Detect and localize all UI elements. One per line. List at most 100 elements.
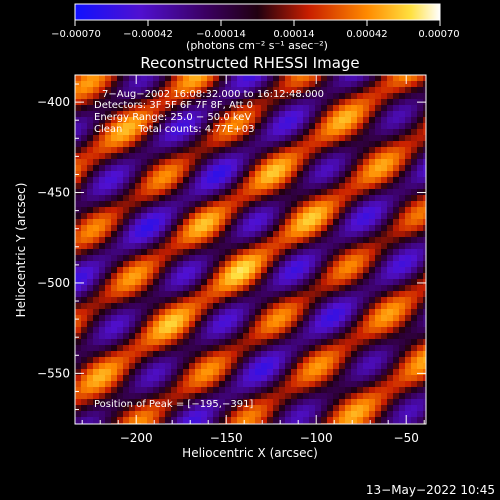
heatmap-cell xyxy=(201,117,208,124)
heatmap-cell xyxy=(207,297,214,304)
heatmap-cell xyxy=(267,411,274,418)
heatmap-cell xyxy=(219,303,226,310)
heatmap-cell xyxy=(213,375,220,382)
heatmap-cell xyxy=(189,135,196,142)
heatmap-cell xyxy=(417,405,424,412)
heatmap-cell xyxy=(207,243,214,250)
heatmap-cell xyxy=(249,381,256,388)
heatmap-cell xyxy=(327,243,334,250)
heatmap-cell xyxy=(123,333,130,340)
heatmap-cell xyxy=(273,249,280,256)
heatmap-cell xyxy=(369,219,376,226)
heatmap-cell xyxy=(333,201,340,208)
heatmap-cell xyxy=(117,231,124,238)
heatmap-cell xyxy=(147,117,154,124)
heatmap-cell xyxy=(267,177,274,184)
heatmap-cell xyxy=(357,117,364,124)
heatmap-cell xyxy=(165,255,172,262)
heatmap-cell xyxy=(93,321,100,328)
heatmap-cell xyxy=(147,345,154,352)
heatmap-cell xyxy=(417,321,424,328)
heatmap-cell xyxy=(399,201,406,208)
heatmap-cell xyxy=(351,105,358,112)
heatmap-cell xyxy=(333,195,340,202)
heatmap-cell xyxy=(381,213,388,220)
heatmap-cell xyxy=(177,171,184,178)
heatmap-cell xyxy=(255,201,262,208)
heatmap-cell xyxy=(411,87,418,94)
heatmap-cell xyxy=(87,321,94,328)
heatmap-cell xyxy=(351,123,358,130)
colorbar-tick-label: 0.00070 xyxy=(418,29,459,40)
heatmap-cell xyxy=(291,315,298,322)
heatmap-cell xyxy=(243,153,250,160)
heatmap-cell xyxy=(231,93,238,100)
heatmap-cell xyxy=(231,375,238,382)
heatmap-cell xyxy=(333,255,340,262)
heatmap-cell xyxy=(369,261,376,268)
heatmap-cell xyxy=(123,153,130,160)
heatmap-cell xyxy=(177,333,184,340)
heatmap-cell xyxy=(111,327,118,334)
heatmap-cell xyxy=(369,189,376,196)
heatmap-cell xyxy=(411,267,418,274)
heatmap-cell xyxy=(375,303,382,310)
heatmap-cell xyxy=(411,225,418,232)
heatmap-cell xyxy=(213,255,220,262)
heatmap-cell xyxy=(357,219,364,226)
heatmap-cell xyxy=(351,165,358,172)
heatmap-cell xyxy=(165,357,172,364)
heatmap-cell xyxy=(201,351,208,358)
heatmap-cell xyxy=(105,129,112,136)
heatmap-cell xyxy=(267,93,274,100)
heatmap-cell xyxy=(135,135,142,142)
heatmap-cell xyxy=(129,213,136,220)
heatmap-cell xyxy=(273,303,280,310)
heatmap-cell xyxy=(195,351,202,358)
heatmap-cell xyxy=(153,297,160,304)
heatmap-cell xyxy=(135,111,142,118)
heatmap-cell xyxy=(123,297,130,304)
heatmap-cell xyxy=(363,123,370,130)
heatmap-cell xyxy=(123,201,130,208)
heatmap-cell xyxy=(327,345,334,352)
heatmap-cell xyxy=(375,267,382,274)
heatmap-cell xyxy=(375,87,382,94)
heatmap-cell xyxy=(225,135,232,142)
heatmap-cell xyxy=(423,315,426,322)
heatmap-cell xyxy=(183,219,190,226)
x-tick-label: −150 xyxy=(210,431,243,445)
heatmap-cell xyxy=(255,303,262,310)
heatmap-cell xyxy=(405,183,412,190)
heatmap-cell xyxy=(327,159,334,166)
heatmap-cell xyxy=(105,285,112,292)
heatmap-cell xyxy=(321,363,328,370)
heatmap-cell xyxy=(309,315,316,322)
heatmap-cell xyxy=(273,159,280,166)
heatmap-cell xyxy=(315,369,322,376)
heatmap-cell xyxy=(417,357,424,364)
heatmap-cell xyxy=(417,165,424,172)
heatmap-cell xyxy=(315,339,322,346)
heatmap-cell xyxy=(339,279,346,286)
heatmap-cell xyxy=(165,333,172,340)
heatmap-cell xyxy=(393,333,400,340)
heatmap-cell xyxy=(297,189,304,196)
heatmap-cell xyxy=(279,303,286,310)
heatmap-cell xyxy=(255,99,262,106)
heatmap-cell xyxy=(81,171,88,178)
heatmap-cell xyxy=(297,123,304,130)
heatmap-cell xyxy=(171,207,178,214)
heatmap-cell xyxy=(345,135,352,142)
heatmap-cell xyxy=(195,195,202,202)
heatmap-cell xyxy=(93,309,100,316)
heatmap-cell xyxy=(93,363,100,370)
heatmap-cell xyxy=(279,75,286,82)
heatmap-cell xyxy=(303,135,310,142)
heatmap-cell xyxy=(129,123,136,130)
heatmap-cell xyxy=(399,291,406,298)
heatmap-cell xyxy=(351,129,358,136)
heatmap-cell xyxy=(147,285,154,292)
heatmap-cell xyxy=(375,153,382,160)
heatmap-cell xyxy=(225,381,232,388)
